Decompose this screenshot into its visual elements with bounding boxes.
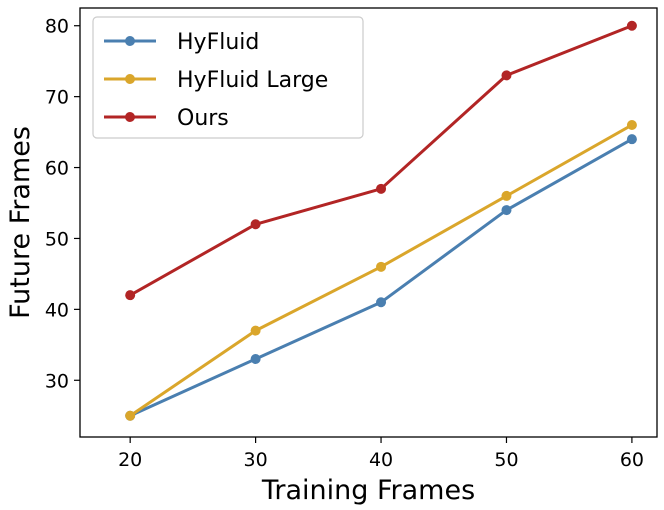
data-point bbox=[501, 205, 512, 216]
series-layer bbox=[125, 20, 637, 421]
y-tick-label: 50 bbox=[45, 228, 69, 250]
y-axis: 30 40 50 60 70 80 bbox=[45, 16, 80, 392]
legend-marker bbox=[125, 74, 135, 84]
y-tick-label: 80 bbox=[45, 16, 69, 38]
legend-marker bbox=[125, 36, 135, 46]
y-tick-label: 30 bbox=[45, 370, 69, 392]
legend-label: Ours bbox=[177, 106, 229, 131]
series-hyfluid bbox=[125, 134, 637, 421]
legend-label: HyFluid Large bbox=[177, 68, 328, 93]
x-tick-label: 40 bbox=[369, 449, 393, 471]
data-point bbox=[501, 70, 512, 81]
legend-label: HyFluid bbox=[177, 30, 259, 55]
data-point bbox=[125, 410, 136, 421]
y-tick-label: 70 bbox=[45, 87, 69, 109]
legend-entry: Ours bbox=[104, 106, 229, 131]
data-point bbox=[626, 120, 637, 130]
data-point bbox=[376, 297, 387, 308]
series-ours bbox=[125, 20, 637, 301]
y-tick-label: 40 bbox=[45, 299, 69, 321]
legend: HyFluid HyFluid Large Ours bbox=[92, 16, 364, 139]
series-hyfluid-large bbox=[125, 120, 637, 421]
y-tick-label: 60 bbox=[45, 158, 69, 180]
data-point bbox=[626, 134, 637, 145]
x-tick-label: 50 bbox=[494, 449, 518, 471]
y-axis-title: Future Frames bbox=[5, 126, 36, 319]
data-point bbox=[626, 20, 637, 31]
x-tick-label: 60 bbox=[620, 449, 644, 471]
x-tick-label: 30 bbox=[244, 449, 268, 471]
legend-entry: HyFluid bbox=[104, 30, 259, 55]
data-point bbox=[250, 354, 261, 364]
data-point bbox=[376, 183, 387, 194]
legend-marker bbox=[125, 112, 135, 122]
data-point bbox=[376, 261, 387, 272]
data-point bbox=[125, 290, 136, 301]
legend-box bbox=[92, 16, 364, 139]
data-point bbox=[250, 325, 261, 336]
x-axis-title: Training Frames bbox=[261, 475, 475, 506]
plot-frame bbox=[79, 7, 658, 438]
x-axis: 20 30 40 50 60 bbox=[118, 437, 644, 471]
data-point bbox=[250, 219, 261, 230]
x-tick-label: 20 bbox=[118, 449, 142, 471]
series-line bbox=[129, 137, 633, 418]
legend-entry: HyFluid Large bbox=[104, 68, 328, 93]
data-point bbox=[501, 190, 512, 201]
